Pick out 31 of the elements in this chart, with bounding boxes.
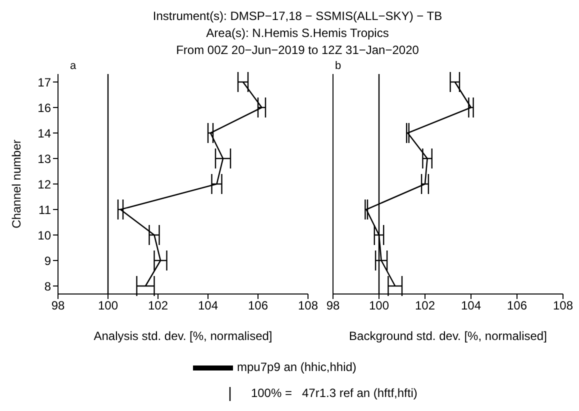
- y-tick-label: 10: [38, 228, 52, 242]
- x-axis-title: Background std. dev. [%, normalised]: [349, 329, 547, 343]
- x-tick-label: 98: [326, 298, 340, 313]
- y-tick-label: 13: [38, 152, 52, 166]
- y-tick-label: 16: [38, 100, 52, 115]
- y-tick-label: 17: [38, 75, 52, 90]
- chart-subtitle: Area(s): N.Hemis S.Hemis Tropics: [205, 25, 390, 42]
- x-tick-label: 108: [552, 298, 574, 313]
- x-tick-label: 102: [148, 298, 168, 313]
- y-tick-label: 12: [38, 177, 52, 192]
- text: a: [70, 60, 76, 72]
- chart-title: Instrument(s): DMSP−17,18 − SSMIS(ALL−SKY) − TB: [152, 8, 444, 25]
- y-tick-label: 14: [38, 126, 52, 140]
- y-tick-label: 8: [44, 279, 52, 294]
- y-tick-label: 11: [38, 202, 52, 217]
- text: From 00Z 20−Jun−2019 to 12Z 31−Jan−2020: [175, 42, 420, 59]
- x-tick-label: 98: [51, 298, 65, 313]
- x-tick-label: 100: [368, 298, 390, 313]
- y-axis-title: Channel number: [9, 140, 24, 228]
- legend-label: 100% = 47r1.3 ref an (hftf,hfti): [250, 385, 418, 402]
- x-axis-title: Analysis std. dev. [%, normalised]: [94, 329, 272, 343]
- x-tick-label: 106: [248, 298, 268, 313]
- x-tick-label: 104: [198, 298, 218, 313]
- x-tick-label: 106: [506, 298, 528, 313]
- x-tick-label: 100: [98, 298, 118, 313]
- x-tick-label: 108: [298, 298, 318, 313]
- y-tick-label: 9: [44, 254, 52, 268]
- x-tick-label: 102: [414, 298, 436, 313]
- x-tick-label: 104: [460, 298, 482, 313]
- legend-label: mpu7p9 an (hhic,hhid): [237, 360, 356, 374]
- text: b: [335, 60, 342, 72]
